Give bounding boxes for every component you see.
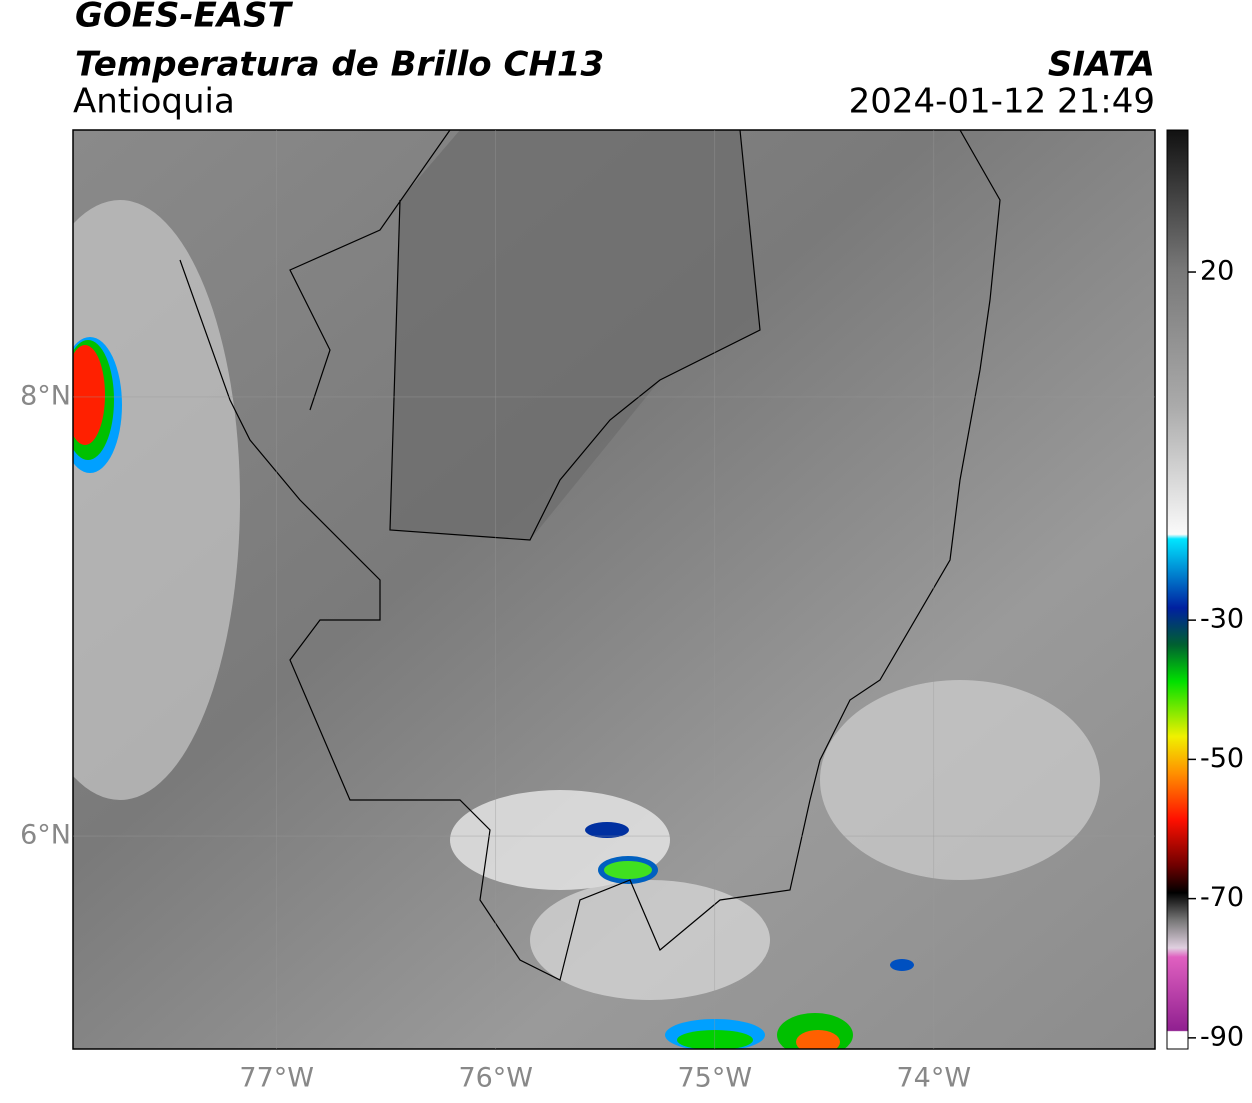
colorbar <box>1166 129 1189 1050</box>
lon-tick-label: 74°W <box>897 1063 972 1094</box>
colorbar-tick-label: -30 <box>1200 604 1244 635</box>
lon-tick-label: 75°W <box>677 1063 752 1094</box>
map-frame <box>72 129 1156 1050</box>
colorbar-tick-label: -90 <box>1200 1021 1244 1052</box>
colorbar-tick-label: 20 <box>1200 256 1234 287</box>
agency: SIATA <box>1048 45 1155 85</box>
lon-tick-label: 76°W <box>458 1063 533 1094</box>
region: Antioquia <box>73 82 235 122</box>
datetime: 2024-01-12 21:49 <box>849 82 1155 122</box>
subtitle: Temperatura de Brillo CH13 <box>75 45 604 85</box>
colorbar-tick-label: -50 <box>1200 743 1244 774</box>
lat-tick-label: 6°N <box>20 820 71 851</box>
lon-tick-label: 77°W <box>239 1063 314 1094</box>
lat-tick-label: 8°N <box>20 380 71 411</box>
colorbar-tick-label: -70 <box>1200 882 1244 913</box>
map-image <box>73 130 1155 1049</box>
title: GOES-EAST <box>75 0 294 36</box>
